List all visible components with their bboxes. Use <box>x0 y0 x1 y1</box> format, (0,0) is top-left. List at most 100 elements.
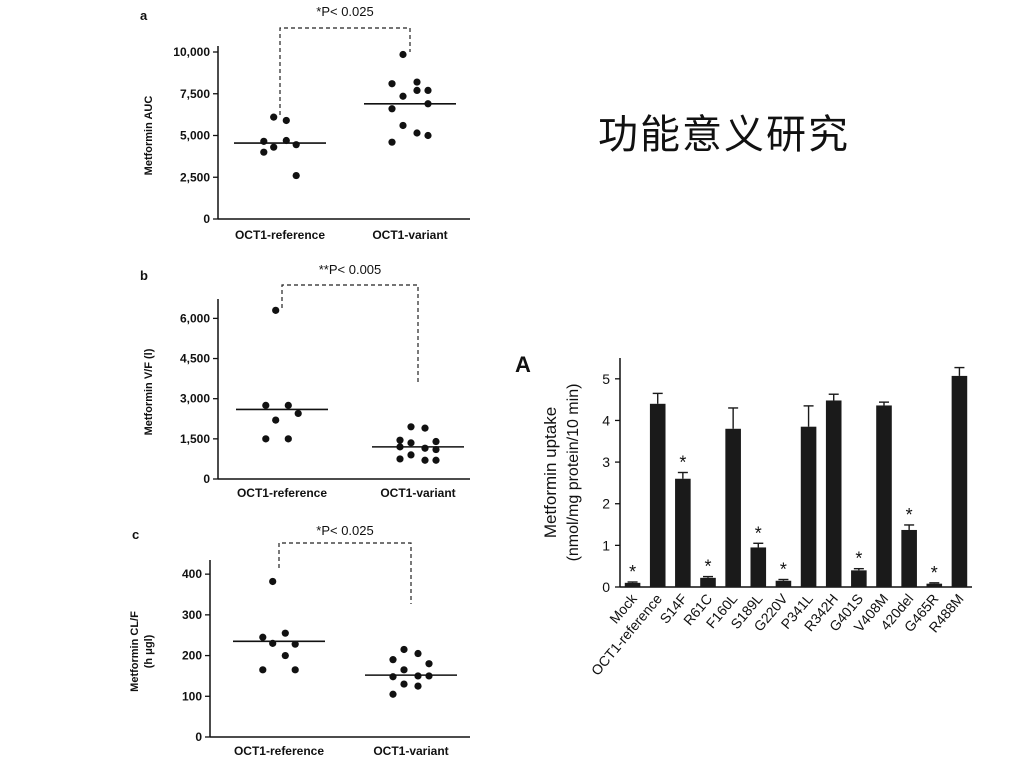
data-point <box>259 666 267 674</box>
data-point <box>291 666 299 674</box>
data-point <box>284 401 292 409</box>
data-point <box>272 416 280 424</box>
data-point <box>292 141 300 149</box>
significance-star: * <box>755 523 762 543</box>
data-point <box>413 78 421 86</box>
y-tick-label: 5 <box>602 371 610 387</box>
data-point <box>270 143 278 151</box>
y-axis-label: Metformin uptake <box>541 407 560 538</box>
x-category-label: OCT1-variant <box>373 744 448 758</box>
data-point <box>414 682 422 690</box>
data-point <box>260 148 268 156</box>
panel-letter: A <box>515 352 531 377</box>
data-point <box>407 423 415 431</box>
data-point <box>399 50 407 59</box>
x-category-label: OCT1-variant <box>372 228 447 242</box>
bar-panel-A: A 0 1 2 3 4 5 Metformin uptake (nmol/mg protein/… <box>515 352 972 678</box>
data-point <box>432 445 440 454</box>
y-tick-label: 2 <box>602 496 610 512</box>
data-point <box>421 456 429 464</box>
data-point <box>425 672 433 680</box>
y-tick-label: 300 <box>182 608 202 622</box>
data-point <box>396 436 404 444</box>
bar <box>800 426 817 587</box>
data-point <box>389 656 397 664</box>
data-point <box>421 444 429 452</box>
bar <box>775 580 792 587</box>
bar <box>876 405 892 587</box>
data-point <box>413 86 421 95</box>
y-tick-label: 3 <box>602 454 610 470</box>
y-tick-label: 400 <box>182 567 202 581</box>
data-point <box>432 456 440 464</box>
data-point <box>421 424 429 432</box>
y-axis-label: Metformin AUC <box>143 96 155 176</box>
data-point <box>388 80 396 88</box>
y-axis-label-unit: (h μgl) <box>143 634 155 668</box>
data-point <box>425 660 433 668</box>
y-tick-label: 5,000 <box>180 129 210 143</box>
scatter-panel-a: a 0 2,500 5,000 7,500 10,000 Metformin AUC OCT1… <box>140 4 470 242</box>
data-point <box>432 437 440 446</box>
data-point <box>262 435 270 443</box>
significance-star: * <box>629 562 636 582</box>
bar <box>700 577 716 587</box>
x-category-label: OCT1-reference <box>237 486 327 500</box>
data-point <box>396 455 404 463</box>
significance-star: * <box>704 557 711 577</box>
significance-star: * <box>906 505 913 525</box>
data-point <box>281 629 289 637</box>
y-tick-label: 1,500 <box>180 432 210 446</box>
data-point <box>424 131 432 140</box>
y-tick-label: 0 <box>602 579 610 595</box>
data-point <box>407 451 415 459</box>
bar <box>926 583 943 587</box>
bar <box>851 570 867 587</box>
data-point <box>400 666 408 674</box>
y-tick-label: 3,000 <box>180 392 210 406</box>
significance-star: * <box>679 453 686 473</box>
y-tick-label: 6,000 <box>180 311 210 325</box>
data-point <box>389 673 397 681</box>
data-point <box>399 92 407 100</box>
significance-bracket <box>278 542 412 604</box>
data-point <box>269 577 277 586</box>
data-point <box>259 633 267 641</box>
significance-bracket <box>279 27 411 115</box>
slide-title: 功能意义研究 <box>598 112 850 158</box>
data-point <box>388 138 396 146</box>
data-point <box>400 680 408 688</box>
y-tick-label: 2,500 <box>180 170 210 184</box>
data-point <box>389 690 397 698</box>
y-tick-label: 200 <box>182 649 202 663</box>
scatter-panel-b: b 0 1,500 3,000 4,500 6,000 Metformin V/F (l) O… <box>140 262 470 500</box>
x-category-label: OCT1-reference <box>235 228 325 242</box>
y-tick-label: 0 <box>203 212 210 226</box>
significance-annotation: *P< 0.025 <box>316 4 373 19</box>
bar <box>725 428 741 587</box>
data-point <box>413 129 421 137</box>
y-axis-label-unit: (nmol/mg protein/10 min) <box>565 384 582 562</box>
significance-star: * <box>780 560 787 580</box>
significance-annotation: *P< 0.025 <box>316 523 373 538</box>
data-point <box>260 137 268 145</box>
y-axis-label: Metformin CL/F <box>129 611 141 692</box>
y-tick-label: 1 <box>602 537 610 553</box>
data-point <box>262 401 270 409</box>
data-point <box>388 105 396 113</box>
data-point <box>424 86 432 95</box>
data-point <box>281 651 289 660</box>
data-point <box>270 113 278 121</box>
scatter-panel-c: c 0 100 200 300 400 Metformin CL/F (h μgl) OCT1-… <box>129 523 470 758</box>
bar <box>750 547 767 587</box>
data-point <box>292 171 300 180</box>
panel-letter: a <box>140 8 148 23</box>
y-axis-label: Metformin V/F (l) <box>143 348 155 435</box>
data-point <box>399 121 407 130</box>
data-point <box>414 649 422 658</box>
y-tick-label: 7,500 <box>180 87 210 101</box>
data-point <box>272 306 280 314</box>
significance-star: * <box>931 563 938 583</box>
data-point <box>291 640 299 648</box>
